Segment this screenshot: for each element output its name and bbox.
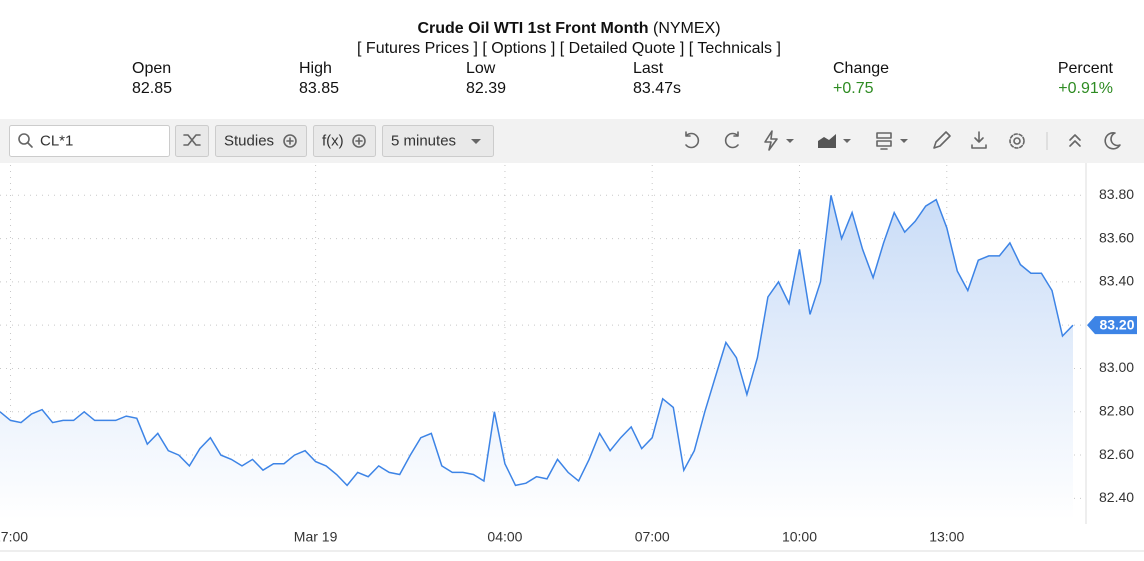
quote-value: +0.91%	[1058, 80, 1113, 97]
link[interactable]: [ Options ]	[482, 40, 555, 57]
x-tick-label: 17:00	[0, 529, 28, 545]
undo-icon[interactable]	[685, 131, 700, 149]
redo-icon[interactable]	[724, 131, 739, 149]
download-icon[interactable]	[971, 131, 987, 149]
search-icon	[18, 133, 30, 145]
x-tick-label: Mar 19	[294, 529, 338, 545]
interval: 5 minutes	[391, 132, 456, 149]
y-tick-label: 82.40	[1099, 489, 1134, 505]
collapse-icon[interactable]	[1069, 134, 1081, 147]
interval-button[interactable]	[382, 125, 494, 157]
y-tick-label: 83.80	[1099, 186, 1134, 202]
pencil-icon[interactable]	[933, 131, 951, 149]
fx: f(x)	[322, 132, 344, 149]
quote-label: High	[299, 60, 332, 77]
links: [ Futures Prices ] [ Options ] [ Detaile…	[357, 40, 781, 57]
y-tick-label: 83.60	[1099, 229, 1134, 245]
x-tick-label: 04:00	[487, 529, 522, 545]
quote-label: Low	[466, 60, 496, 77]
theme-icon[interactable]	[1104, 132, 1121, 150]
y-tick-label: 82.80	[1099, 402, 1134, 418]
quote-value: 82.85	[132, 80, 172, 97]
quote-label: Change	[833, 60, 889, 77]
plus-icon	[355, 137, 363, 145]
fx-button[interactable]	[313, 125, 376, 157]
layout-icon[interactable]	[876, 132, 892, 150]
chart: 82.40 82.60 82.80 83.00 83.20 83.40 83.60 83.80…	[0, 163, 1144, 552]
dropdown-arrow	[843, 139, 851, 143]
y-tick-label: 83.00	[1099, 359, 1134, 375]
dropdown-arrow	[900, 139, 908, 143]
quote-value: +0.75	[833, 80, 874, 97]
symbol: CL*1	[40, 132, 73, 149]
price-tag	[1087, 316, 1137, 335]
quote-label: Open	[132, 60, 171, 77]
search-icon	[27, 142, 33, 148]
link[interactable]: [ Technicals ]	[689, 40, 781, 57]
quote-value: 83.47s	[633, 80, 681, 97]
settings-icon[interactable]	[1009, 133, 1025, 149]
x-tick-label: 07:00	[635, 529, 670, 545]
y-tick-label: 83.40	[1099, 273, 1134, 289]
plus-icon	[352, 134, 366, 148]
exchange: (NYMEX)	[653, 20, 721, 37]
chart-type-icon[interactable]	[818, 134, 836, 148]
x-tick-label: 13:00	[929, 529, 964, 545]
compare-icon	[183, 134, 201, 146]
link[interactable]: [ Detailed Quote ]	[560, 40, 685, 57]
price-tag-label: 83.20	[1099, 316, 1134, 332]
quote-label: Percent	[1058, 60, 1114, 77]
quote-value: 83.85	[299, 80, 339, 97]
toolbar	[0, 119, 1144, 163]
x-tick-label: 10:00	[782, 529, 817, 545]
title-line: Crude Oil WTI 1st Front Month (NYMEX)	[417, 20, 720, 37]
plus-icon	[286, 137, 294, 145]
symbol-input[interactable]	[9, 125, 170, 157]
quote-row: Open 82.85 High 83.85 Low 82.39 Last 83.47s Chan…	[132, 60, 1114, 97]
price-line	[0, 195, 1074, 487]
dropdown-arrow	[471, 139, 481, 144]
quote-value: 82.39	[466, 80, 506, 97]
draw-tools-icon[interactable]	[764, 130, 778, 151]
link[interactable]: [ Futures Prices ]	[357, 40, 478, 57]
y-tick-label: 82.60	[1099, 446, 1134, 462]
settings-icon	[1013, 137, 1021, 145]
studies: Studies	[224, 132, 274, 149]
quote-label: Last	[633, 60, 664, 77]
area-fill	[0, 195, 1073, 521]
dropdown-arrow	[786, 139, 794, 143]
studies-button[interactable]	[215, 125, 307, 157]
title: Crude Oil WTI 1st Front Month	[417, 20, 648, 37]
plus-icon	[283, 134, 297, 148]
